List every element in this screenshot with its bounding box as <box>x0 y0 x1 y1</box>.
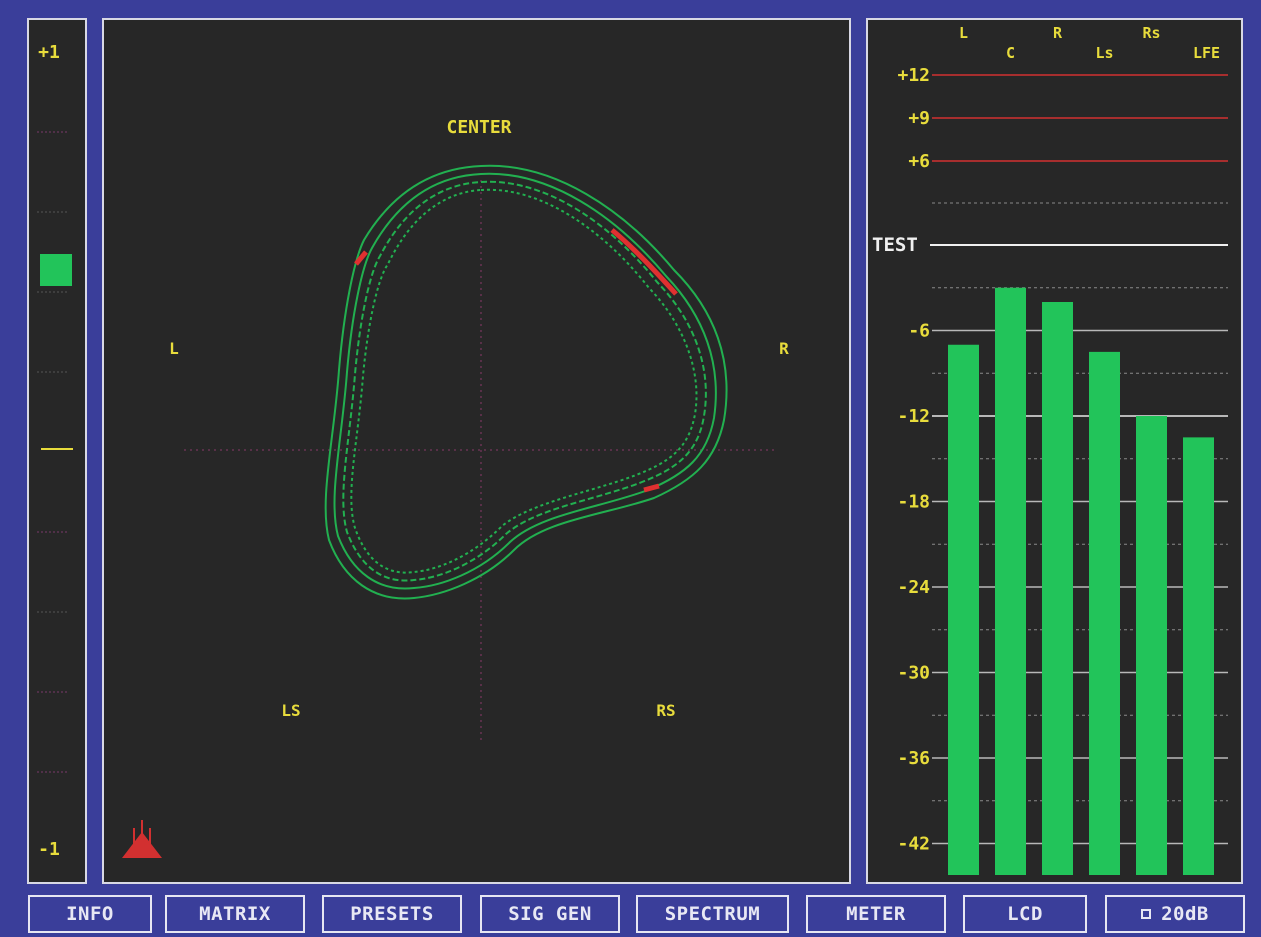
correlation-meter: +1 -1 <box>27 18 87 884</box>
lcd-button[interactable]: LCD <box>963 895 1087 933</box>
scale-label: -30 <box>897 663 930 684</box>
scale-label: -24 <box>897 577 930 598</box>
scale-label: +9 <box>908 108 930 129</box>
level-bar-ls <box>1089 351 1120 875</box>
label-right: R <box>779 339 789 358</box>
label-left-surround: LS <box>281 701 300 720</box>
level-bar-rs <box>1136 416 1167 875</box>
overload-indicators <box>354 228 678 493</box>
scale-label: -36 <box>897 748 930 769</box>
channel-label-l: L <box>959 24 968 42</box>
level-bar-r <box>1042 302 1073 875</box>
channel-label-c: C <box>1006 44 1015 62</box>
channel-label-lfe: LFE <box>1193 44 1220 62</box>
level-meter: +12 +9 +6 TEST -6 -12 -18 -24 -30 -36 -42 L C R Ls Rs LF… <box>866 18 1243 884</box>
scale-label: -42 <box>897 834 930 855</box>
sig-gen-button[interactable]: SIG GEN <box>480 895 620 933</box>
presets-button[interactable]: PRESETS <box>322 895 462 933</box>
correlation-top-label: +1 <box>38 42 60 63</box>
label-right-surround: RS <box>656 701 675 720</box>
label-left: L <box>169 339 179 358</box>
level-bar-c <box>995 287 1026 875</box>
signal-trace <box>324 164 728 600</box>
channel-label-r: R <box>1053 24 1063 42</box>
correlation-marker <box>40 254 72 286</box>
level-bar-l <box>948 344 979 875</box>
meter-button[interactable]: METER <box>806 895 946 933</box>
scale-label: +6 <box>908 151 930 172</box>
scale-label: +12 <box>897 65 930 86</box>
channel-label-rs: Rs <box>1142 24 1160 42</box>
matrix-button[interactable]: MATRIX <box>165 895 305 933</box>
checkbox-icon[interactable] <box>1141 909 1152 919</box>
meter-display: +12 +9 +6 TEST -6 -12 -18 -24 -30 -36 -42 L C R Ls Rs LF… <box>872 24 1228 875</box>
20db-toggle[interactable]: 20dB <box>1105 895 1245 933</box>
vectorscope-display: CENTER L R LS RS <box>122 117 789 858</box>
channel-label-ls: Ls <box>1095 44 1113 62</box>
20db-label: 20dB <box>1161 903 1209 925</box>
scale-label: -12 <box>897 406 930 427</box>
label-center: CENTER <box>446 117 511 138</box>
correlation-scale: +1 -1 <box>37 42 73 860</box>
correlation-bottom-label: -1 <box>38 839 60 860</box>
surround-vectorscope: CENTER L R LS RS <box>102 18 851 884</box>
dk-audio-logo <box>122 820 162 858</box>
scale-label: -6 <box>908 321 930 342</box>
test-label: TEST <box>872 234 918 256</box>
info-button[interactable]: INFO <box>28 895 152 933</box>
level-bar-lfe <box>1183 437 1214 875</box>
scale-label: -18 <box>897 492 930 513</box>
spectrum-button[interactable]: SPECTRUM <box>636 895 789 933</box>
function-button-bar: INFO MATRIX PRESETS SIG GEN SPECTRUM MET… <box>0 893 1261 937</box>
